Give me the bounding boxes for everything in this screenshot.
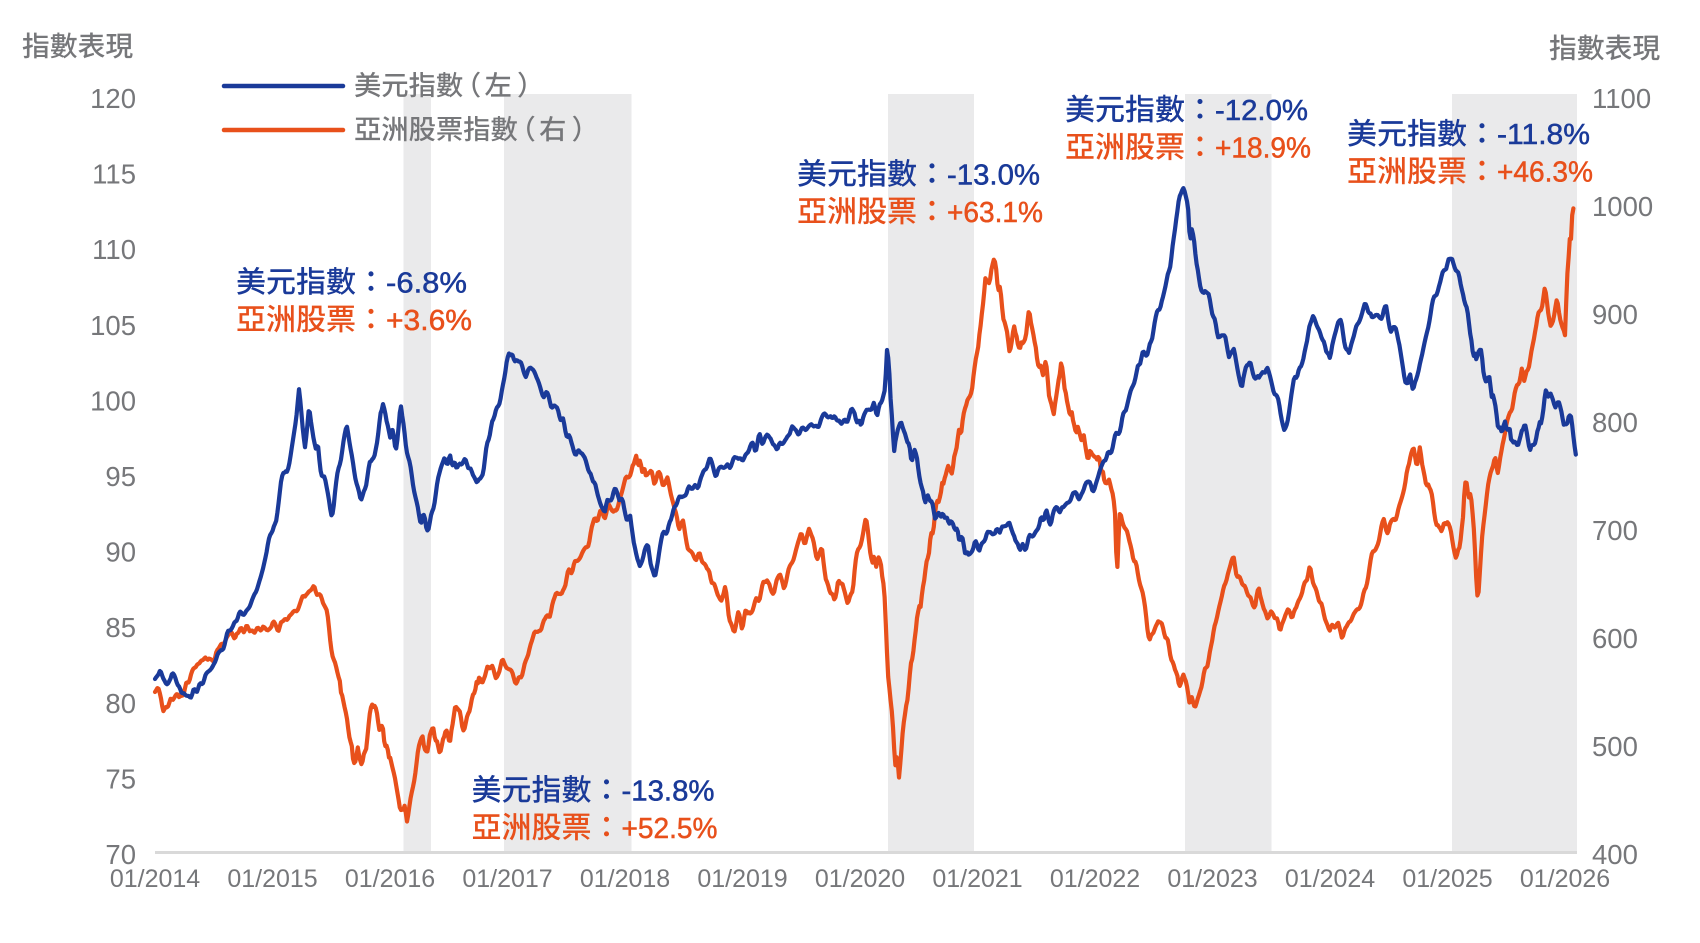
svg-text:80: 80 — [105, 688, 136, 719]
svg-text:-12.0%: -12.0% — [1215, 95, 1308, 127]
svg-text:75: 75 — [105, 763, 136, 794]
svg-text:01/2015: 01/2015 — [227, 865, 317, 893]
svg-text:-6.8%: -6.8% — [386, 267, 467, 299]
svg-text:70: 70 — [105, 839, 136, 870]
svg-text:-13.0%: -13.0% — [947, 159, 1040, 191]
svg-text:115: 115 — [92, 159, 136, 190]
svg-text:700: 700 — [1592, 515, 1638, 546]
svg-text:90: 90 — [105, 537, 136, 568]
svg-text:01/2024: 01/2024 — [1285, 865, 1375, 893]
svg-text:01/2019: 01/2019 — [697, 865, 787, 893]
svg-text:120: 120 — [90, 83, 136, 114]
svg-text:-11.8%: -11.8% — [1497, 119, 1590, 151]
svg-text:01/2022: 01/2022 — [1050, 865, 1140, 893]
svg-text:1100: 1100 — [1592, 83, 1651, 114]
svg-text:01/2016: 01/2016 — [345, 865, 435, 893]
svg-text:105: 105 — [90, 310, 136, 341]
svg-text:95: 95 — [105, 461, 136, 492]
svg-text:01/2025: 01/2025 — [1402, 865, 1492, 893]
svg-text:01/2021: 01/2021 — [932, 865, 1022, 893]
svg-text:900: 900 — [1592, 299, 1638, 330]
svg-text:+18.9%: +18.9% — [1215, 133, 1311, 165]
svg-text:110: 110 — [92, 234, 136, 265]
svg-text:+3.6%: +3.6% — [386, 305, 472, 337]
svg-text:85: 85 — [105, 612, 136, 643]
svg-text:01/2014: 01/2014 — [110, 865, 200, 893]
svg-text:+52.5%: +52.5% — [622, 813, 718, 845]
svg-text:800: 800 — [1592, 407, 1638, 438]
svg-text:+63.1%: +63.1% — [947, 197, 1043, 229]
svg-text:+46.3%: +46.3% — [1497, 157, 1593, 189]
svg-text:600: 600 — [1592, 623, 1638, 654]
svg-text:01/2026: 01/2026 — [1520, 865, 1610, 893]
svg-text:100: 100 — [90, 385, 136, 416]
svg-text:1000: 1000 — [1592, 191, 1653, 222]
svg-text:400: 400 — [1592, 839, 1638, 870]
svg-text:500: 500 — [1592, 731, 1638, 762]
svg-text:01/2018: 01/2018 — [580, 865, 670, 893]
svg-text:01/2017: 01/2017 — [462, 865, 552, 893]
svg-text:01/2023: 01/2023 — [1167, 865, 1257, 893]
svg-text:01/2020: 01/2020 — [815, 865, 905, 893]
svg-text:-13.8%: -13.8% — [622, 775, 715, 807]
